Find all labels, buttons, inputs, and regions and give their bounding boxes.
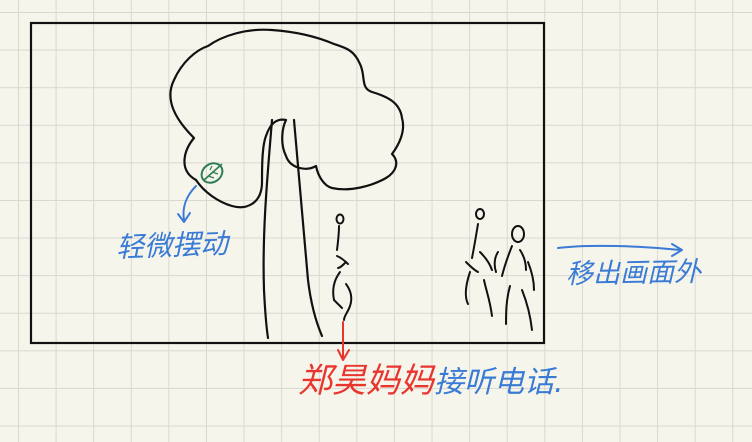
leaf-sway-annotation: 轻微摆动 bbox=[115, 227, 229, 264]
move-out-annotation: 移出画面外 bbox=[565, 256, 702, 291]
phone-annotation-blue: 接听电话. bbox=[434, 365, 564, 400]
mother-figure bbox=[332, 213, 353, 321]
phone-call-annotation: 郑昊妈妈接听电话. bbox=[298, 364, 564, 398]
tree-canopy bbox=[169, 28, 405, 209]
two-people-figures bbox=[464, 208, 535, 331]
tree-trunk-right bbox=[292, 118, 324, 338]
phone-annotation-red: 郑昊妈妈 bbox=[298, 361, 434, 401]
tree-trunk-left bbox=[262, 118, 274, 340]
leaf-arrow bbox=[182, 185, 197, 221]
storyboard-frame bbox=[29, 21, 546, 345]
leaf-icon bbox=[200, 162, 224, 184]
move-arrow bbox=[557, 244, 681, 251]
